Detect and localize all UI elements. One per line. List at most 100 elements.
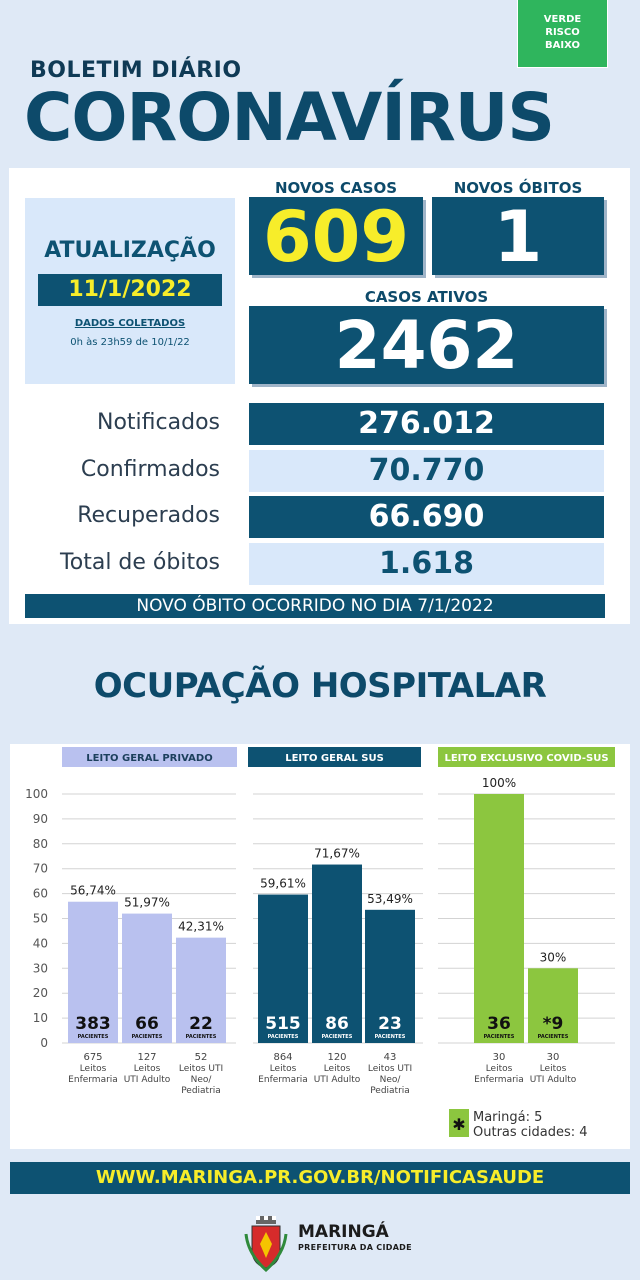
group-header-bg xyxy=(248,747,421,767)
patients-box xyxy=(315,1008,359,1041)
bar-percent-label: 71,67% xyxy=(314,847,360,861)
patients-count: 66 xyxy=(135,1014,159,1034)
beds-description: Pediatria xyxy=(370,1086,410,1096)
patients-box xyxy=(368,1008,412,1041)
beds-count: 675 xyxy=(83,1052,102,1063)
beds-description: Pediatria xyxy=(181,1086,221,1096)
patients-word: PACIENTES xyxy=(322,1034,353,1040)
bar xyxy=(474,794,524,1043)
group-header-bg xyxy=(438,747,615,767)
patients-count: *9 xyxy=(543,1014,564,1034)
group-header-label: LEITO GERAL SUS xyxy=(285,753,384,764)
total-deaths-value: 1.618 xyxy=(249,543,604,585)
patients-word: PACIENTES xyxy=(484,1034,515,1040)
group-header-bg xyxy=(62,747,237,767)
recovered-value: 66.690 xyxy=(249,496,604,538)
new-cases-value: 609 xyxy=(249,197,423,277)
legend-asterisk-icon: ✱ xyxy=(452,1115,465,1134)
risk-line-2: RISCO xyxy=(545,27,580,38)
beds-description: Neo/ xyxy=(380,1075,402,1085)
y-tick-label: 90 xyxy=(33,812,48,826)
patients-box xyxy=(179,1008,223,1041)
data-collected-label: DADOS COLETADOS xyxy=(74,318,186,329)
beds-description: Leitos UTI xyxy=(179,1064,223,1074)
confirmed-label: Confirmados xyxy=(80,457,220,482)
patients-box xyxy=(71,1008,115,1041)
y-tick-label: 70 xyxy=(33,862,48,876)
patients-count: 86 xyxy=(325,1014,349,1034)
risk-line-1: VERDE xyxy=(543,14,582,25)
beds-description: Leitos xyxy=(270,1064,297,1074)
beds-description: Neo/ xyxy=(191,1075,213,1085)
beds-count: 127 xyxy=(137,1052,156,1063)
patients-box xyxy=(477,1008,521,1041)
active-cases-value: 2462 xyxy=(249,306,604,384)
beds-description: Leitos xyxy=(134,1064,161,1074)
legend-maringa: Maringá: 5 xyxy=(473,1110,542,1125)
patients-box xyxy=(125,1008,169,1041)
patients-word: PACIENTES xyxy=(132,1034,163,1040)
beds-count: 864 xyxy=(273,1052,292,1063)
beds-description: UTI Adulto xyxy=(124,1075,171,1085)
beds-count: 43 xyxy=(384,1052,397,1063)
bar-percent-label: 59,61% xyxy=(260,877,306,891)
notified-value: 276.012 xyxy=(249,403,604,445)
patients-word: PACIENTES xyxy=(268,1034,299,1040)
recovered-label: Recuperados xyxy=(77,503,220,528)
beds-count: 52 xyxy=(195,1052,208,1063)
bar-percent-label: 42,31% xyxy=(178,920,224,934)
y-tick-label: 20 xyxy=(33,986,48,1000)
y-tick-label: 80 xyxy=(33,837,48,851)
update-date: 11/1/2022 xyxy=(38,274,222,306)
bar-percent-label: 51,97% xyxy=(124,896,170,910)
data-collected-period: 0h às 23h59 de 10/1/22 xyxy=(70,337,190,348)
beds-description: Leitos xyxy=(324,1064,351,1074)
beds-description: Leitos UTI xyxy=(368,1064,412,1074)
beds-description: UTI Adulto xyxy=(314,1075,361,1085)
y-tick-label: 60 xyxy=(33,887,48,901)
new-deaths-label: NOVOS ÓBITOS xyxy=(453,179,583,197)
y-tick-label: 30 xyxy=(33,961,48,975)
legend-other-cities: Outras cidades: 4 xyxy=(473,1125,588,1140)
patients-count: 383 xyxy=(75,1014,111,1034)
patients-count: 22 xyxy=(189,1014,213,1034)
beds-description: Leitos xyxy=(80,1064,107,1074)
beds-description: UTI Adulto xyxy=(530,1075,577,1085)
patients-count: 36 xyxy=(487,1014,511,1034)
y-tick-label: 10 xyxy=(33,1011,48,1025)
bar-percent-label: 30% xyxy=(540,950,567,964)
y-tick-label: 40 xyxy=(33,936,48,950)
active-cases-label: CASOS ATIVOS xyxy=(364,288,489,306)
city-brand-subtitle: PREFEITURA DA CIDADE xyxy=(298,1243,412,1252)
bar-percent-label: 100% xyxy=(482,776,516,790)
confirmed-value: 70.770 xyxy=(249,450,604,492)
risk-line-3: BAIXO xyxy=(545,40,580,51)
beds-description: Enfermaria xyxy=(258,1075,308,1085)
patients-word: PACIENTES xyxy=(186,1034,217,1040)
page-title: CORONAVÍRUS xyxy=(24,79,555,156)
patients-word: PACIENTES xyxy=(375,1034,406,1040)
patients-count: 23 xyxy=(378,1014,402,1034)
patients-box xyxy=(531,1008,575,1041)
beds-count: 30 xyxy=(493,1052,506,1063)
y-tick-label: 100 xyxy=(25,787,48,801)
beds-description: Enfermaria xyxy=(68,1075,118,1085)
notified-label: Notificados xyxy=(97,410,220,435)
patients-word: PACIENTES xyxy=(78,1034,109,1040)
beds-description: Enfermaria xyxy=(474,1075,524,1085)
hospital-occupancy-chart: 0 10 20 30 40 50 60 70 80 90 100 LEITO GERAL PRIVAD… xyxy=(25,747,615,1140)
bulletin-subtitle: BOLETIM DIÁRIO xyxy=(30,58,242,83)
legend-swatch xyxy=(449,1109,469,1137)
update-title: ATUALIZAÇÃO xyxy=(44,238,216,263)
patients-word: PACIENTES xyxy=(538,1034,569,1040)
risk-badge: VERDE RISCO BAIXO xyxy=(517,0,608,68)
bar-percent-label: 53,49% xyxy=(367,892,413,906)
bar-percent-label: 56,74% xyxy=(70,884,116,898)
beds-count: 30 xyxy=(547,1052,560,1063)
footer-url-link[interactable]: WWW.MARINGA.PR.GOV.BR/NOTIFICASAUDE xyxy=(10,1162,630,1194)
group-header-label: LEITO EXCLUSIVO COVID-SUS xyxy=(444,753,608,764)
y-tick-label: 0 xyxy=(40,1036,48,1050)
total-deaths-label: Total de óbitos xyxy=(60,550,220,575)
new-deaths-value: 1 xyxy=(432,197,604,277)
patients-count: 515 xyxy=(265,1014,301,1034)
